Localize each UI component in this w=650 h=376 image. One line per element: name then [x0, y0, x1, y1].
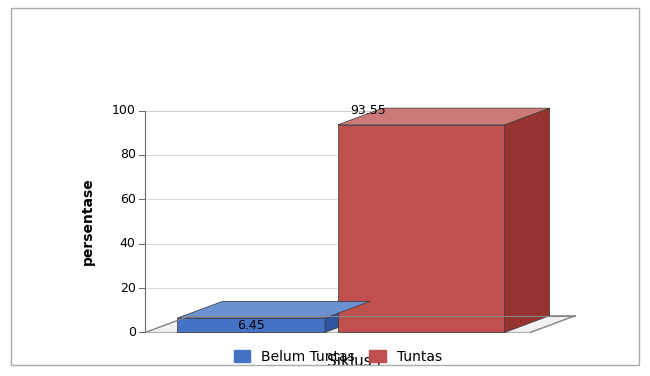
- Polygon shape: [504, 108, 550, 332]
- Polygon shape: [146, 316, 575, 332]
- Text: 0: 0: [127, 326, 136, 339]
- Legend: Belum Tuntas, Tuntas: Belum Tuntas, Tuntas: [228, 344, 448, 369]
- Text: Siklus I: Siklus I: [327, 354, 381, 369]
- Text: 60: 60: [120, 193, 136, 206]
- Text: 93.55: 93.55: [350, 104, 386, 117]
- Text: 6.45: 6.45: [237, 319, 265, 332]
- Polygon shape: [338, 108, 550, 125]
- Polygon shape: [177, 318, 325, 332]
- Text: 40: 40: [120, 237, 136, 250]
- Text: 20: 20: [120, 282, 136, 294]
- Text: persentase: persentase: [81, 177, 95, 265]
- Polygon shape: [325, 302, 370, 332]
- Text: 100: 100: [112, 104, 136, 117]
- Polygon shape: [338, 125, 504, 332]
- Polygon shape: [177, 302, 370, 318]
- Text: 80: 80: [120, 149, 136, 161]
